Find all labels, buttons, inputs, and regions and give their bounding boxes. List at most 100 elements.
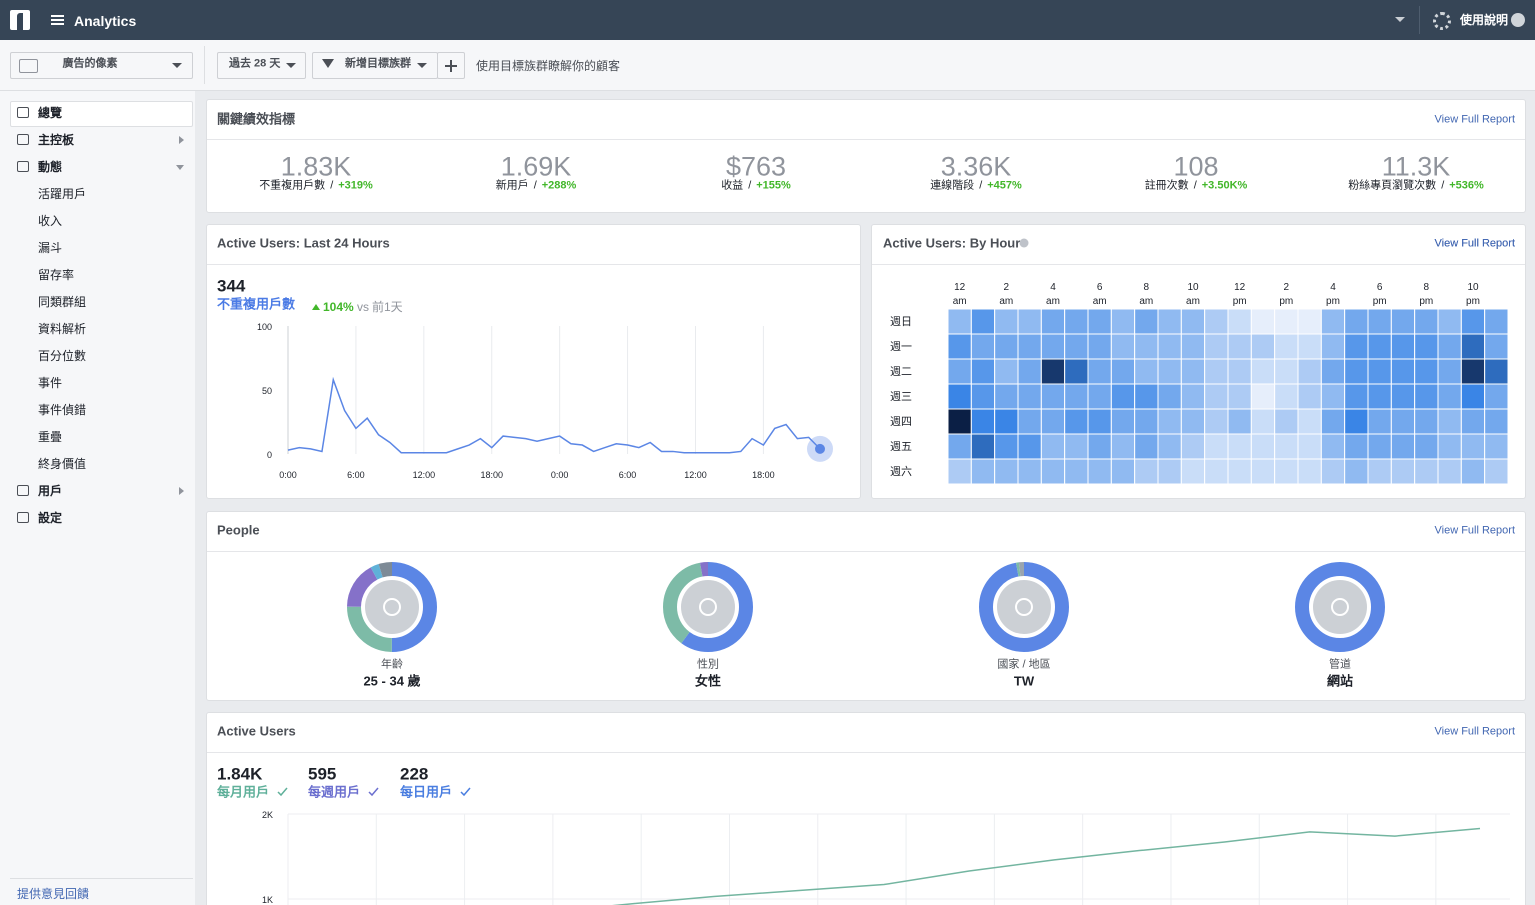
- metric-value: 228: [400, 764, 429, 784]
- help-link: 使用說明: [1460, 13, 1509, 27]
- heat-cell: [1064, 458, 1089, 485]
- nav-subitem: 百分位數: [38, 349, 87, 363]
- heat-cell: [1484, 408, 1509, 435]
- heat-cell: [1274, 308, 1299, 335]
- heat-cell: [1437, 358, 1462, 385]
- heat-cell: [1110, 433, 1136, 460]
- nav-subitem: 活躍用戶: [38, 187, 87, 201]
- heat-cell: [1110, 383, 1136, 410]
- heat-cell: [1414, 408, 1439, 435]
- brand: Analytics: [74, 13, 137, 29]
- nav-item: 動態: [38, 160, 63, 174]
- heat-cell: [1367, 458, 1392, 485]
- menu-icon[interactable]: [51, 15, 64, 17]
- heat-cell: [1297, 333, 1322, 360]
- source-select[interactable]: [10, 52, 193, 79]
- nav-arrow[interactable]: [179, 136, 184, 144]
- heat-cell: [1250, 433, 1276, 460]
- heat-cell: [1484, 358, 1509, 385]
- nav-icon: [17, 485, 29, 496]
- donut-label: 年齡: [381, 658, 403, 671]
- heat-cell: [1157, 383, 1182, 410]
- y-tick-label: 100: [257, 322, 272, 332]
- add-button[interactable]: [437, 52, 465, 79]
- y-tick-label: 50: [262, 386, 272, 396]
- heat-cell: [1087, 308, 1112, 335]
- heat-cell: [1367, 383, 1392, 410]
- nav-item: 主控板: [38, 133, 75, 147]
- heat-cell: [1157, 408, 1182, 435]
- heat-cell: [970, 408, 996, 435]
- heat-cell: [1157, 308, 1182, 335]
- heat-cell: [1087, 408, 1112, 435]
- heat-cell: [970, 383, 996, 410]
- hour-label: 4: [1050, 282, 1056, 293]
- heat-cell: [1017, 383, 1042, 410]
- nav-arrow[interactable]: [176, 165, 184, 170]
- donut-label: 管道: [1329, 658, 1351, 671]
- kpi-change: +457%: [987, 179, 1022, 192]
- last-point: [815, 443, 825, 454]
- card-title: Active Users: By Hour: [883, 235, 1021, 251]
- heat-cell: [1297, 458, 1322, 485]
- metric-label: 每週用戶: [308, 784, 361, 800]
- kpi-value: 11.3K: [1381, 151, 1451, 182]
- heat-cell: [1064, 383, 1089, 410]
- donut-segment: [1295, 562, 1385, 652]
- gear-icon[interactable]: [1433, 12, 1451, 30]
- card-header: [207, 512, 1525, 552]
- vs: vs: [357, 300, 369, 314]
- metric-value: 595: [308, 764, 337, 784]
- heat-cell: [970, 333, 996, 360]
- help-icon[interactable]: [1511, 13, 1525, 27]
- nav-subitem: 事件偵錯: [38, 403, 87, 417]
- heat-cell: [1414, 358, 1439, 385]
- heat-cell: [1367, 433, 1392, 460]
- heat-cell: [1204, 458, 1229, 485]
- heat-cell: [1087, 333, 1112, 360]
- heat-cell: [947, 433, 972, 460]
- heat-cell: [1390, 433, 1416, 460]
- heat-cell: [1110, 333, 1136, 360]
- nav-subitem: 漏斗: [38, 241, 63, 255]
- heat-cell: [1250, 408, 1276, 435]
- kpi-label: 收益: [721, 179, 744, 192]
- sidebar: [0, 91, 195, 905]
- divider: [10, 878, 193, 879]
- hour-label: 4: [1330, 282, 1336, 293]
- heat-cell: [1040, 308, 1066, 335]
- day-label: 週二: [890, 365, 912, 378]
- heat-cell: [1180, 333, 1206, 360]
- selected-item[interactable]: [10, 101, 193, 127]
- dropdown-caret[interactable]: [1395, 17, 1405, 22]
- heat-cell: [947, 333, 972, 360]
- heat-cell: [1484, 333, 1509, 360]
- separator: /: [748, 179, 752, 192]
- card-header: [207, 100, 1525, 140]
- nav-arrow[interactable]: [179, 487, 184, 495]
- hour-label: 8: [1424, 282, 1430, 293]
- kpi-label: 連線階段: [930, 179, 975, 192]
- nav-icon: [17, 512, 29, 523]
- line: [287, 376, 821, 454]
- line: [612, 827, 1481, 905]
- heat-cell: [1437, 408, 1462, 435]
- feedback-link: 提供意見回饋: [17, 887, 90, 901]
- nav-subitem: 重疊: [38, 430, 63, 444]
- hint: 使用目標族群瞭解你的顧客: [476, 59, 621, 73]
- card-title: 關鍵績效指標: [217, 111, 296, 127]
- heat-cell: [1460, 383, 1486, 410]
- heat-cell: [1414, 333, 1439, 360]
- heat-cell: [1134, 383, 1159, 410]
- source-label: 廣告的像素: [62, 57, 118, 70]
- kpi-row: 新用戶 / +288%: [496, 180, 577, 192]
- heat-cell: [970, 458, 996, 485]
- heat-cell: [1134, 458, 1159, 485]
- donut-icon: [1015, 598, 1033, 616]
- heat-cell: [1460, 433, 1486, 460]
- hour-label: 12: [954, 282, 966, 293]
- heat-cell: [1040, 333, 1066, 360]
- donut-segment: [663, 562, 753, 652]
- donut-icon: [699, 598, 717, 616]
- kpi-row: 收益 / +155%: [721, 179, 791, 192]
